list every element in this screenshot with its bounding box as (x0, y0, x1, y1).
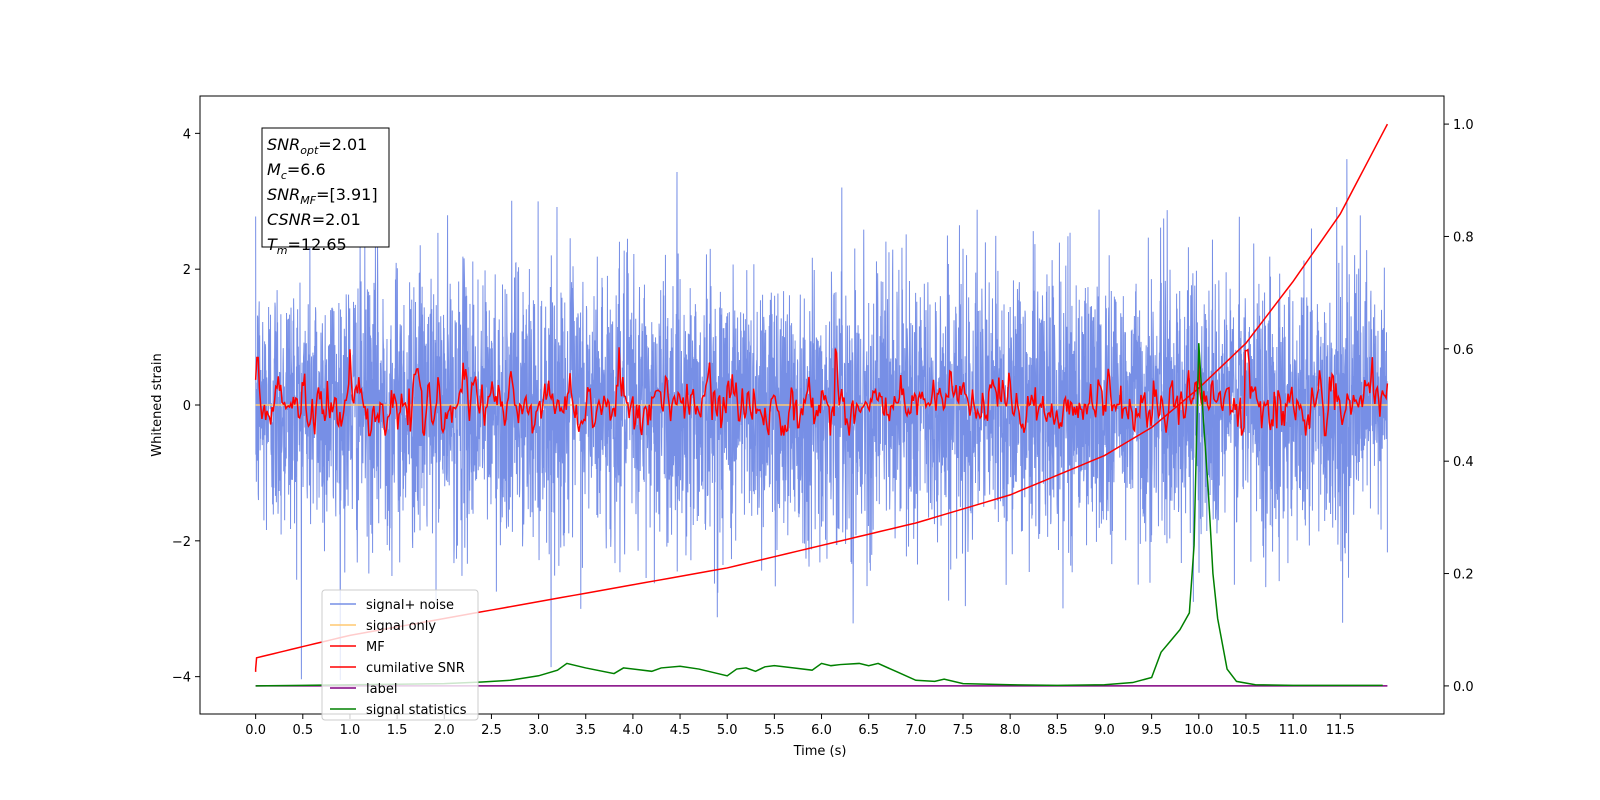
x-tick-label: 3.5 (575, 723, 596, 738)
x-tick-label: 7.5 (953, 723, 974, 738)
x-tick-label: 6.0 (811, 723, 832, 738)
x-tick-label: 1.0 (340, 723, 361, 738)
x-tick-label: 10.5 (1231, 723, 1260, 738)
annotation-line: Tm=12.65 (267, 235, 347, 257)
annotation-line: CSNR=2.01 (267, 210, 361, 229)
y-tick-label: 2 (183, 263, 191, 278)
series-signal-statistics (255, 343, 1383, 687)
x-tick-label: 10.0 (1184, 723, 1213, 738)
annotation-line: SNRMF=[3.91] (267, 185, 378, 207)
x-tick-label: 4.5 (670, 723, 691, 738)
y-right-tick-label: 1.0 (1453, 118, 1474, 133)
series-signal-noise (255, 159, 1388, 681)
y-axis-right-ticks: 0.0 0.2 0.4 0.6 0.8 1.0 (1444, 118, 1474, 695)
x-tick-label: 3.0 (528, 723, 549, 738)
y-right-tick-label: 0.2 (1453, 568, 1474, 583)
x-axis-ticks: 0.0 0.5 1.0 1.5 2.0 2.5 3.0 3.5 4.0 4.5 5.0 5.5 6.0 6… (245, 714, 1355, 738)
x-tick-label: 4.0 (623, 723, 644, 738)
x-tick-label: 5.0 (717, 723, 738, 738)
legend-entry: signal+ noise (366, 598, 454, 613)
legend-entry: signal statistics (366, 703, 467, 718)
x-tick-label: 11.5 (1326, 723, 1355, 738)
x-tick-label: 8.5 (1047, 723, 1068, 738)
x-tick-label: 11.0 (1279, 723, 1308, 738)
y-tick-label: −2 (172, 535, 191, 550)
x-tick-label: 9.0 (1094, 723, 1115, 738)
annotation-line: Mc=6.6 (267, 160, 326, 182)
x-tick-label: 0.0 (245, 723, 266, 738)
annotation-box: SNRopt=2.01 Mc=6.6 SNRMF=[3.91] CSNR=2.01 Tm… (261, 127, 390, 257)
y-axis-left-ticks: −4 −2 0 2 4 (172, 127, 200, 686)
annotation-frame (261, 127, 390, 248)
y-right-tick-label: 0.0 (1453, 680, 1474, 695)
annotation-line: SNRopt=2.01 (267, 135, 367, 157)
legend: signal+ noise signal only MF cumilative SNR… (321, 589, 479, 721)
x-tick-label: 9.5 (1141, 723, 1162, 738)
y-right-tick-label: 0.6 (1453, 343, 1474, 358)
legend-entry: label (366, 682, 397, 697)
legend-frame (321, 589, 479, 721)
x-tick-label: 0.5 (292, 723, 313, 738)
x-axis-label: Time (s) (793, 744, 847, 759)
y-right-tick-label: 0.8 (1453, 230, 1474, 245)
legend-entry: cumilative SNR (366, 661, 465, 676)
y-tick-label: 4 (183, 127, 191, 142)
y-axis-label: Whitened strain (150, 353, 165, 456)
legend-entry: MF (366, 640, 385, 655)
legend-entry: signal only (366, 619, 436, 634)
y-tick-label: −4 (172, 671, 191, 686)
x-tick-label: 7.0 (905, 723, 926, 738)
y-right-tick-label: 0.4 (1453, 455, 1474, 470)
x-tick-label: 1.5 (387, 723, 408, 738)
x-tick-label: 6.5 (858, 723, 879, 738)
x-tick-label: 2.0 (434, 723, 455, 738)
x-tick-label: 5.5 (764, 723, 785, 738)
x-tick-label: 8.0 (1000, 723, 1021, 738)
y-tick-label: 0 (183, 399, 191, 414)
x-tick-label: 2.5 (481, 723, 502, 738)
